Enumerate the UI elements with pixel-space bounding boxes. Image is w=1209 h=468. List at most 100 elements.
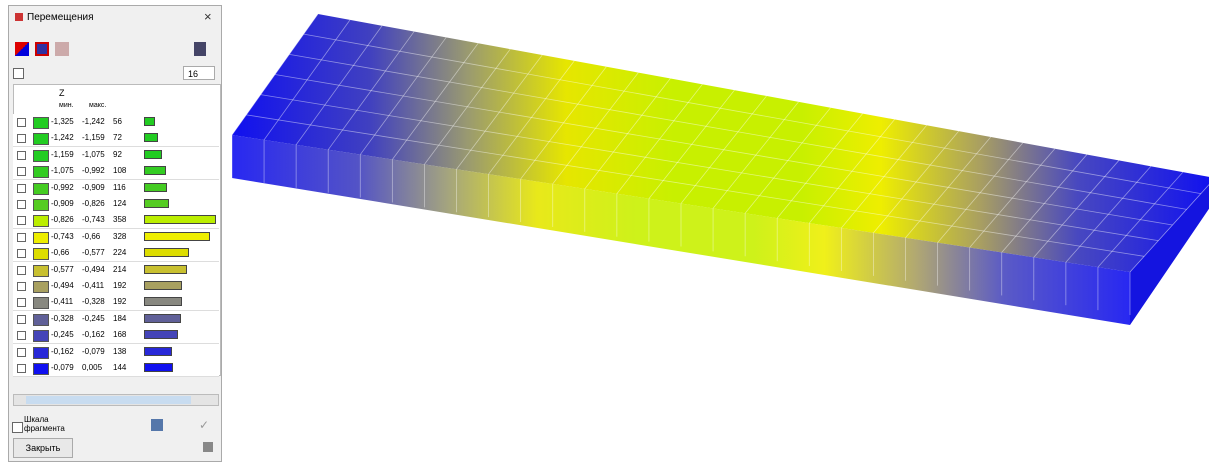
row-checkbox[interactable]: [17, 266, 26, 275]
count-value: 138: [113, 347, 126, 356]
levels-dropdown[interactable]: 16: [183, 66, 215, 80]
count-bar: [144, 248, 189, 257]
max-value: -0,245: [82, 314, 105, 323]
count-value: 192: [113, 281, 126, 290]
axis-label: Z: [59, 88, 65, 98]
row-checkbox[interactable]: [17, 298, 26, 307]
legend-row: -0,328-0,245184: [13, 311, 219, 328]
row-checkbox[interactable]: [17, 348, 26, 357]
max-value: -0,992: [82, 166, 105, 175]
close-button[interactable]: Закрыть: [13, 438, 73, 458]
row-checkbox[interactable]: [17, 233, 26, 242]
window-title: Перемещения: [27, 12, 94, 23]
min-value: -0,245: [51, 330, 74, 339]
count-value: 214: [113, 265, 126, 274]
max-value: -0,162: [82, 330, 105, 339]
close-x[interactable]: ×: [204, 9, 212, 24]
col-header: макс.: [89, 102, 106, 109]
legend-row: -0,909-0,826124: [13, 196, 219, 213]
tool-icon[interactable]: [15, 42, 29, 56]
max-value: 0,005: [82, 363, 102, 372]
count-value: 116: [113, 183, 126, 192]
max-value: -0,411: [82, 281, 104, 290]
count-value: 56: [113, 117, 122, 126]
color-swatch: [33, 199, 49, 211]
max-value: -1,159: [82, 133, 105, 142]
min-value: -1,242: [51, 133, 74, 142]
tool-icon[interactable]: [194, 42, 206, 56]
count-bar: [144, 297, 182, 306]
tool-icon[interactable]: [151, 419, 163, 431]
min-value: -1,075: [51, 166, 74, 175]
row-checkbox[interactable]: [17, 118, 26, 127]
color-swatch: [33, 166, 49, 178]
tool-icon[interactable]: [55, 42, 69, 56]
count-value: 328: [113, 232, 126, 241]
count-value: 224: [113, 248, 126, 257]
row-checkbox[interactable]: [17, 151, 26, 160]
col-header: мин.: [59, 102, 74, 109]
color-swatch: [33, 281, 49, 293]
count-bar: [144, 265, 187, 274]
count-bar: [144, 215, 216, 224]
row-checkbox[interactable]: [17, 364, 26, 373]
tool-icon[interactable]: [203, 442, 213, 452]
legend-window: Перемещения × 16 Z мин. макс. -1,325 -1,2…: [8, 5, 222, 462]
row-checkbox[interactable]: [17, 200, 26, 209]
min-value: -0,577: [51, 265, 74, 274]
tool-icon[interactable]: [35, 42, 49, 56]
row-checkbox[interactable]: [17, 282, 26, 291]
row-checkbox[interactable]: [17, 134, 26, 143]
legend-row: -0,66 -0,577 224: [13, 245, 219, 262]
count-bar: [144, 117, 155, 126]
min-value: -0,826: [51, 215, 74, 224]
app-icon: [15, 13, 23, 21]
legend-row: -1,075 -0,992 108: [13, 163, 219, 180]
row-checkbox[interactable]: [17, 167, 26, 176]
color-swatch: [33, 314, 49, 326]
max-value: -0,909: [82, 183, 105, 192]
page: Перемещения × 16 Z мин. макс. -1,325 -1,2…: [0, 0, 1209, 468]
plate-model: [225, 0, 1209, 345]
count-value: 124: [113, 199, 126, 208]
count-bar: [144, 347, 172, 356]
checkbox[interactable]: [13, 68, 24, 79]
row-checkbox[interactable]: [17, 216, 26, 225]
scroll-thumb[interactable]: [26, 396, 191, 404]
count-value: 192: [113, 297, 126, 306]
min-value: -0,079: [51, 363, 74, 372]
scrollbar[interactable]: [13, 394, 219, 406]
row-checkbox[interactable]: [17, 249, 26, 258]
legend-row: -0,826 -0,743 358: [13, 212, 219, 229]
min-value: -0,162: [51, 347, 74, 356]
count-value: 92: [113, 150, 122, 159]
color-swatch: [33, 347, 49, 359]
color-swatch: [33, 133, 49, 145]
min-value: -0,66: [51, 248, 69, 257]
count-bar: [144, 281, 182, 290]
min-value: -1,325: [51, 117, 74, 126]
count-bar: [144, 363, 173, 372]
color-swatch: [33, 117, 49, 129]
legend-row: -0,411-0,328192: [13, 294, 219, 311]
color-swatch: [33, 297, 49, 309]
legend-row: -0,577 -0,494 214: [13, 262, 219, 279]
max-value: -0,577: [82, 248, 105, 257]
apply-check[interactable]: ✓: [199, 418, 209, 432]
legend-row: -0,245-0,162168: [13, 327, 219, 344]
row-checkbox[interactable]: [17, 331, 26, 340]
max-value: -1,242: [82, 117, 105, 126]
legend-row: -0,494-0,411192: [13, 278, 219, 295]
count-value: 108: [113, 166, 126, 175]
min-value: -0,411: [51, 297, 73, 306]
max-value: -0,494: [82, 265, 105, 274]
checkbox[interactable]: [12, 422, 23, 433]
min-value: -1,159: [51, 150, 74, 159]
count-value: 358: [113, 215, 126, 224]
row-checkbox[interactable]: [17, 315, 26, 324]
row-checkbox[interactable]: [17, 184, 26, 193]
max-value: -0,743: [82, 215, 105, 224]
